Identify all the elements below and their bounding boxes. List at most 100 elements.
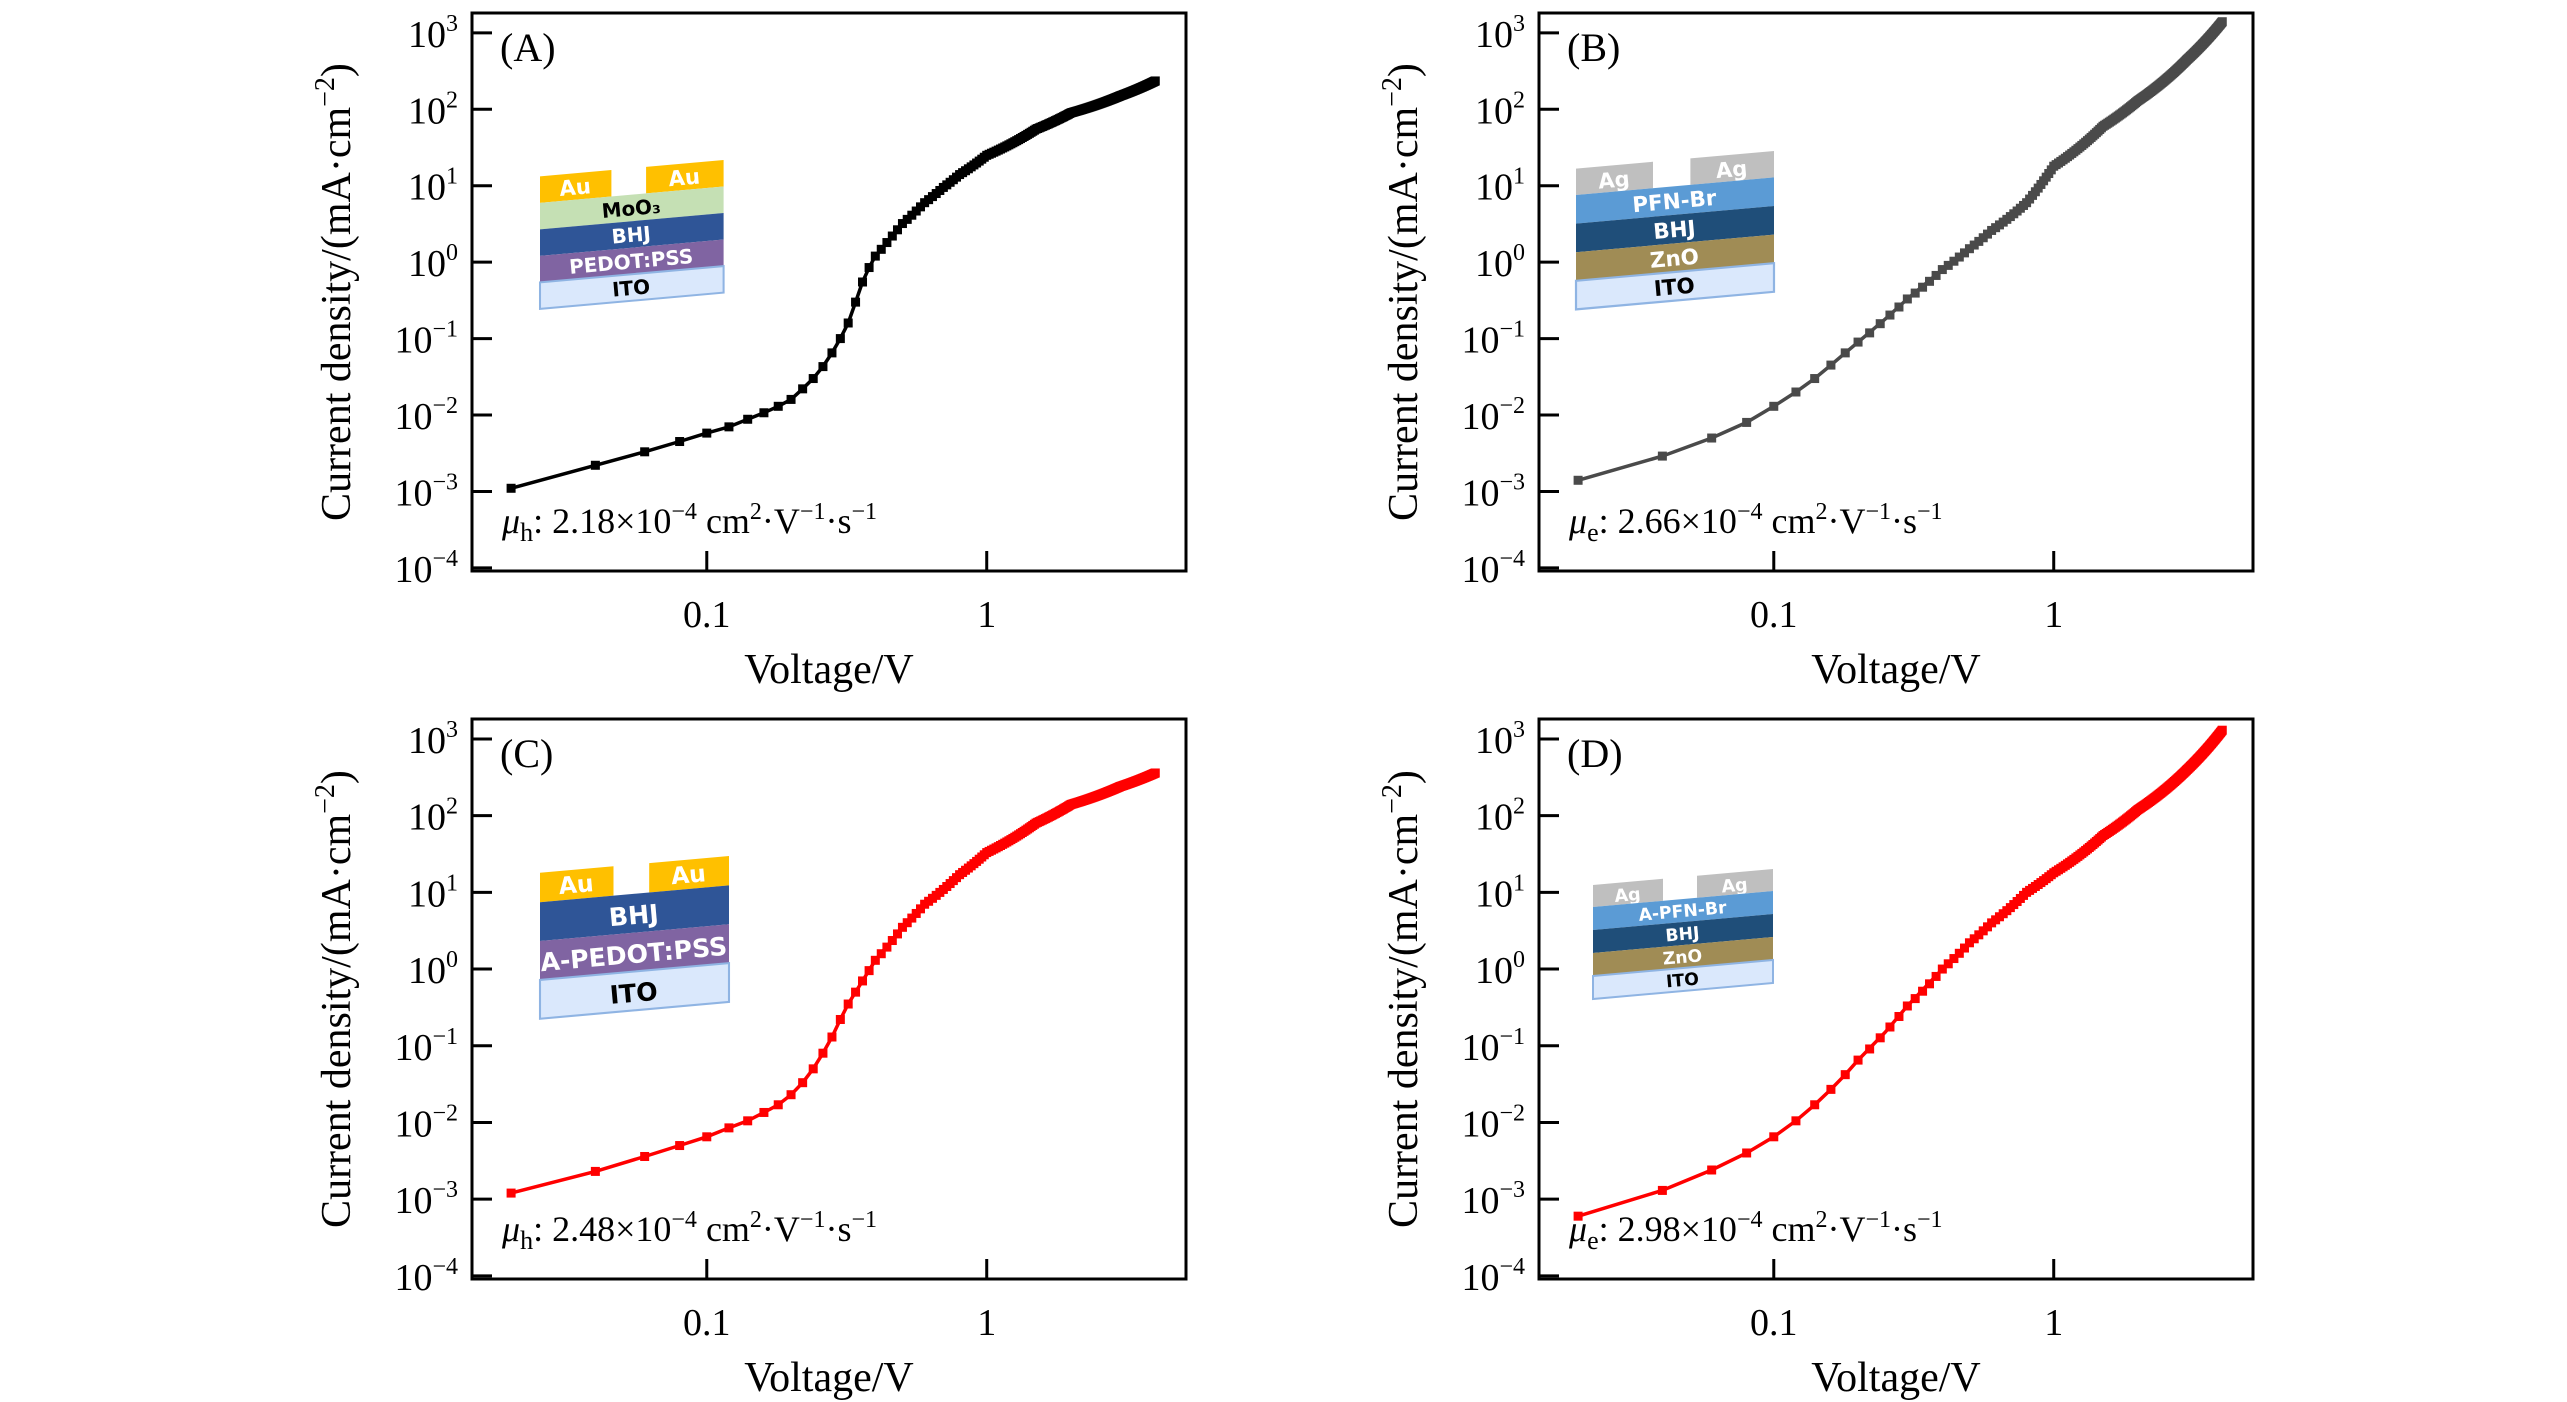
data-point: [1657, 451, 1667, 461]
data-point: [640, 1151, 650, 1161]
series-markers: [1573, 725, 2227, 1221]
device-layer: [540, 239, 724, 283]
data-point: [902, 214, 912, 224]
data-point: [1943, 260, 1953, 270]
data-point: [1573, 475, 1583, 485]
electrode: [646, 160, 724, 194]
data-point: [702, 428, 712, 438]
electrode-label: Au: [667, 165, 701, 193]
data-point: [1959, 943, 1969, 953]
data-point: [1959, 248, 1969, 258]
electrode: [540, 866, 614, 903]
data-point: [902, 918, 912, 928]
data-point: [1949, 954, 1959, 964]
x-tick-label: 0.1: [1750, 1302, 1798, 1344]
data-point: [887, 231, 897, 241]
y-tick-label: 10−1: [1461, 1024, 1525, 1069]
data-point: [675, 1141, 685, 1151]
data-point: [786, 1090, 796, 1100]
data-point: [640, 447, 650, 457]
device-layer-label: ZnO: [1662, 946, 1703, 969]
electrode: [1593, 878, 1663, 907]
x-axis-label: Voltage/V: [1811, 647, 1981, 693]
data-point: [590, 1166, 600, 1176]
y-tick-label: 103: [1475, 717, 1525, 762]
plot-frame: [470, 11, 1188, 573]
x-tick-label: 0.1: [683, 594, 731, 636]
y-tick-label: 10−3: [1461, 469, 1525, 514]
data-point: [1150, 76, 1160, 86]
data-point: [882, 942, 892, 952]
data-point: [1769, 1132, 1779, 1142]
data-point: [798, 1078, 808, 1088]
data-point: [1853, 1055, 1863, 1065]
data-point: [702, 1132, 712, 1142]
x-tick-label: 1: [977, 1302, 996, 1344]
data-point: [1894, 302, 1904, 312]
data-point: [798, 384, 808, 394]
series-markers: [1573, 17, 2227, 485]
y-tick-label: 101: [1475, 870, 1525, 915]
data-point: [818, 1048, 828, 1058]
y-tick-label: 10−4: [394, 1254, 458, 1299]
x-axis-label: Voltage/V: [1811, 1355, 1981, 1401]
data-point: [743, 414, 753, 424]
data-point: [1865, 1044, 1875, 1054]
electrode-label: Ag: [1597, 166, 1631, 194]
electrode: [649, 856, 729, 893]
data-point: [724, 1123, 734, 1133]
data-point: [1969, 240, 1979, 250]
data-point: [887, 936, 897, 946]
device-layer: [1576, 206, 1774, 253]
data-point: [1931, 270, 1941, 280]
device-layer-label: ITO: [611, 275, 651, 301]
data-point: [870, 251, 880, 261]
y-tick-label: 10−1: [1461, 317, 1525, 362]
y-tick-label: 102: [1475, 794, 1525, 839]
y-tick-label: 102: [408, 87, 458, 132]
data-point: [1902, 1001, 1912, 1011]
data-point: [675, 437, 685, 447]
data-point: [876, 949, 886, 959]
y-tick-label: 101: [408, 870, 458, 915]
panel-2: 103 102 101 100 10−1 10−2 10−3 10−4 0.1 1 Voltage/…: [310, 717, 1188, 1401]
data-point: [1810, 1100, 1820, 1110]
data-point: [1964, 244, 1974, 254]
data-point: [1937, 964, 1947, 974]
panel-label: (C): [500, 731, 553, 776]
data-point: [1840, 1070, 1850, 1080]
data-point: [1910, 994, 1920, 1004]
device-layer-label: ITO: [609, 977, 659, 1010]
electrode-label: Au: [558, 174, 592, 202]
data-point: [1150, 768, 1160, 778]
y-tick-label: 103: [1475, 11, 1525, 56]
data-point: [1573, 1211, 1583, 1221]
data-point: [827, 348, 837, 358]
data-point: [876, 244, 886, 254]
data-point: [1840, 348, 1850, 358]
data-point: [506, 1188, 516, 1198]
device-layer: [538, 961, 731, 1020]
y-tick-label: 102: [1475, 87, 1525, 132]
y-tick-label: 100: [1475, 947, 1525, 992]
data-point: [1853, 337, 1863, 347]
panel-label: (A): [500, 25, 556, 70]
device-layer: [1593, 891, 1773, 930]
data-point: [907, 913, 917, 923]
y-tick-label: 10−3: [394, 1177, 458, 1222]
data-point: [773, 1100, 783, 1110]
device-layer: [540, 213, 724, 256]
series-markers: [506, 768, 1160, 1198]
electrode: [1576, 161, 1653, 195]
data-point: [808, 374, 818, 384]
panel-0: 103 102 101 100 10−1 10−2 10−3 10−4 0.1 1 Voltage/…: [310, 11, 1188, 693]
y-tick-label: 101: [1475, 164, 1525, 209]
data-point: [2217, 725, 2227, 735]
data-point: [864, 263, 874, 273]
data-point: [759, 408, 769, 418]
data-point: [590, 460, 600, 470]
device-layer-label: ITO: [1653, 274, 1696, 303]
